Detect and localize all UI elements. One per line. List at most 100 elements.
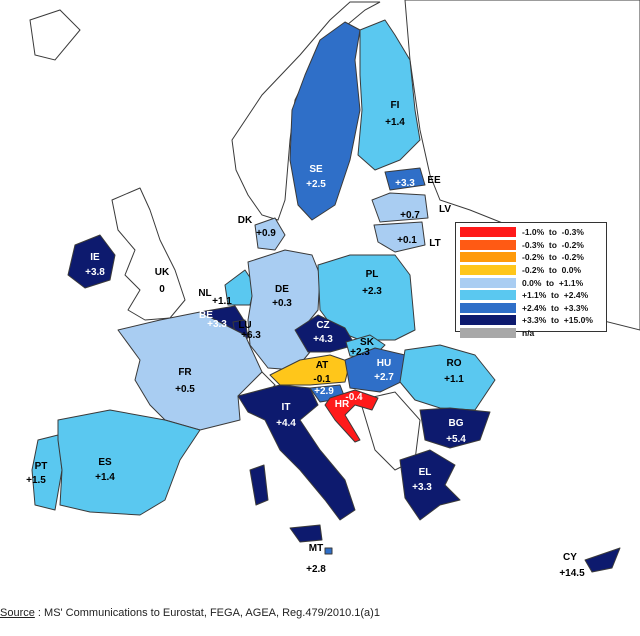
country-value-be: +3.3 <box>207 319 227 330</box>
country-code-fr: FR <box>178 367 192 378</box>
legend-row: +3.3% to +15.0% <box>460 314 602 327</box>
country-value-ee: +3.3 <box>395 178 415 189</box>
country-value-ro: +1.1 <box>444 374 464 385</box>
country-value-lu: +6.3 <box>241 330 261 341</box>
legend-row: -0.2% to -0.2% <box>460 251 602 264</box>
country-fr <box>117 311 263 431</box>
country-value-dk: +0.9 <box>256 228 276 239</box>
country-uk <box>111 187 186 321</box>
legend-label: +3.3% to +15.0% <box>522 315 593 326</box>
source-note: Source : MS' Communications to Eurostat,… <box>0 607 380 619</box>
legend-swatch <box>460 227 516 238</box>
country-value-pt: +1.5 <box>26 475 46 486</box>
scandinavia-north-outline <box>29 9 81 61</box>
country-value-si: +2.9 <box>314 386 334 397</box>
country-code-uk: UK <box>155 267 170 278</box>
country-lv <box>371 192 429 223</box>
country-code-pt: PT <box>35 461 48 472</box>
source-text: : MS' Communications to Eurostat, FEGA, … <box>34 607 380 619</box>
country-code-it: IT <box>282 402 291 413</box>
legend-row: +2.4% to +3.3% <box>460 302 602 315</box>
legend-label: -0.2% to 0.0% <box>522 265 582 276</box>
country-code-pl: PL <box>366 269 379 280</box>
country-mt <box>324 547 333 555</box>
country-code-es: ES <box>98 457 112 468</box>
country-value-se: +2.5 <box>306 179 326 190</box>
country-it-sicily <box>289 524 323 543</box>
country-value-bg: +5.4 <box>446 434 466 445</box>
country-code-sk: SK <box>360 337 375 348</box>
legend-swatch <box>460 239 516 250</box>
country-el <box>399 449 461 521</box>
country-value-es: +1.4 <box>95 472 115 483</box>
country-cy <box>584 547 621 573</box>
country-bg <box>419 407 491 449</box>
country-code-lv: LV <box>439 204 451 215</box>
legend-swatch <box>460 277 516 288</box>
country-value-mt: +2.8 <box>306 564 326 575</box>
country-value-cy: +14.5 <box>559 568 585 579</box>
legend-row: n/a <box>460 327 602 340</box>
legend-swatch <box>460 252 516 263</box>
country-value-fr: +0.5 <box>175 384 195 395</box>
country-ie <box>67 234 116 289</box>
legend-label: -1.0% to -0.3% <box>522 227 584 238</box>
country-code-dk: DK <box>238 215 253 226</box>
legend-swatch <box>460 302 516 313</box>
country-code-lu: LU <box>238 320 251 331</box>
country-code-el: EL <box>419 467 432 478</box>
country-code-hu: HU <box>377 358 391 369</box>
country-code-nl: NL <box>198 288 211 299</box>
country-value-pl: +2.3 <box>362 286 382 297</box>
legend-row: -0.3% to -0.2% <box>460 239 602 252</box>
legend-label: n/a <box>522 328 535 339</box>
country-value-nl: +1.1 <box>212 296 232 307</box>
legend-swatch <box>460 265 516 276</box>
country-hr <box>324 389 379 443</box>
country-code-hr: HR <box>335 399 350 410</box>
legend-label: +1.1% to +2.4% <box>522 290 589 301</box>
country-code-at: AT <box>316 360 329 371</box>
country-code-cy: CY <box>563 552 577 563</box>
legend-label: +2.4% to +3.3% <box>522 302 589 313</box>
country-it <box>237 384 356 521</box>
country-dk <box>254 217 286 251</box>
country-value-el: +3.3 <box>412 482 432 493</box>
legend-row: -1.0% to -0.3% <box>460 226 602 239</box>
country-lt <box>373 221 426 253</box>
country-code-ie: IE <box>90 252 100 263</box>
country-code-cz: CZ <box>316 320 329 331</box>
country-code-fi: FI <box>391 100 400 111</box>
legend-label: 0.0% to +1.1% <box>522 277 584 288</box>
source-prefix: Source <box>0 607 35 619</box>
country-ee <box>384 167 426 191</box>
country-code-ro: RO <box>447 358 462 369</box>
country-value-sk: +2.3 <box>350 347 370 358</box>
legend-swatch <box>460 290 516 301</box>
country-value-cz: +4.3 <box>313 334 333 345</box>
country-code-bg: BG <box>449 418 464 429</box>
legend-swatch <box>460 328 516 339</box>
country-value-de: +0.3 <box>272 298 292 309</box>
country-pt <box>31 434 63 511</box>
legend-row: +1.1% to +2.4% <box>460 289 602 302</box>
country-se <box>289 21 361 221</box>
map-legend: -1.0% to -0.3% -0.3% to -0.2% -0.2% to -0.… <box>455 222 607 339</box>
country-code-lt: LT <box>429 238 440 249</box>
country-it-sardinia <box>249 464 269 506</box>
country-code-se: SE <box>309 164 323 175</box>
legend-label: -0.2% to -0.2% <box>522 252 584 263</box>
legend-row: -0.2% to 0.0% <box>460 264 602 277</box>
country-value-fi: +1.4 <box>385 117 405 128</box>
country-code-be: BE <box>199 310 213 321</box>
country-value-at: -0.1 <box>313 374 331 385</box>
legend-swatch <box>460 315 516 326</box>
country-value-lt: +0.1 <box>397 235 417 246</box>
country-code-ee: EE <box>427 175 441 186</box>
country-code-de: DE <box>275 284 289 295</box>
country-value-lv: +0.7 <box>400 210 420 221</box>
country-value-uk: 0 <box>159 284 165 295</box>
legend-label: -0.3% to -0.2% <box>522 239 584 250</box>
country-es <box>57 409 201 516</box>
country-value-hr: -0.4 <box>345 392 363 403</box>
